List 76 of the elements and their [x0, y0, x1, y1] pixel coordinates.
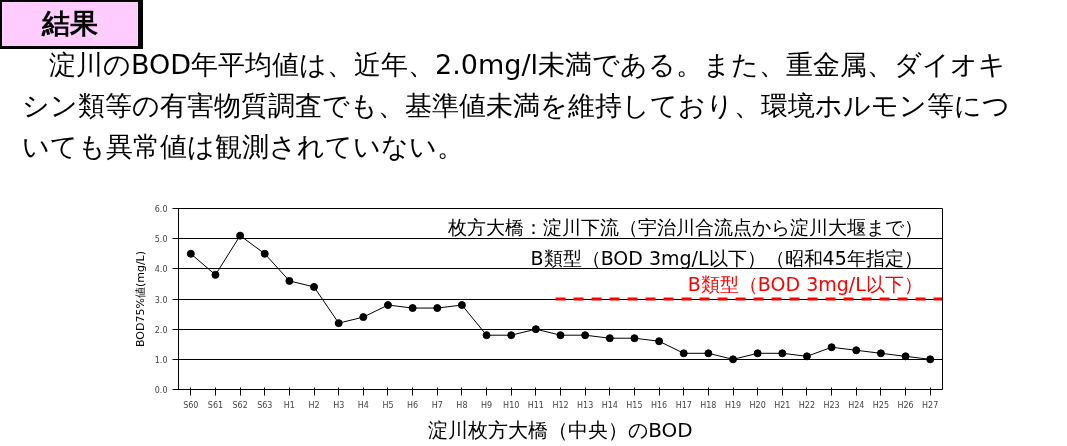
x-tick-label: S60 [183, 400, 199, 410]
y-tick-label: 1.0 [154, 355, 168, 365]
x-tick-label: H2 [308, 400, 320, 410]
point [507, 331, 516, 340]
point [876, 349, 885, 358]
chart-title: 結果 [0, 0, 143, 49]
point [186, 249, 195, 258]
point [408, 304, 417, 313]
x-tick-label: H8 [456, 400, 468, 410]
x-tick-label: H1 [283, 400, 295, 410]
x-tick-label: H27 [922, 400, 939, 410]
point [901, 352, 910, 361]
y-tick-label: 6.0 [154, 205, 168, 214]
point [655, 337, 664, 346]
y-axis-title: BOD75%値(mg/L) [133, 250, 147, 348]
x-tick-label: H25 [872, 400, 889, 410]
x-tick-label: H26 [897, 400, 914, 410]
point [334, 319, 343, 328]
x-tick-label: H23 [823, 400, 840, 410]
point [211, 270, 220, 279]
x-tick-label: H19 [724, 400, 742, 410]
annotation: B類型（BOD 3mg/L以下）（昭和45年指定） [530, 246, 923, 269]
point [679, 349, 688, 358]
point [852, 346, 861, 355]
x-tick-label: H11 [527, 400, 544, 410]
point [531, 325, 540, 334]
point [310, 282, 319, 291]
point [926, 355, 935, 364]
point [753, 349, 762, 358]
x-tick-label: H6 [407, 400, 419, 410]
point [433, 304, 442, 313]
x-tick-label: H9 [481, 400, 493, 410]
point [260, 249, 269, 258]
x-tick-label: H4 [357, 400, 369, 410]
x-tick-label: H5 [382, 400, 394, 410]
point [482, 331, 491, 340]
x-tick-label: H13 [577, 400, 594, 410]
annotation: 枚方大橋：淀川下流（宇治川合流点から淀川大堰まで） [446, 216, 923, 239]
x-tick-label: H7 [431, 400, 443, 410]
point [704, 349, 713, 358]
y-tick-label: 5.0 [154, 235, 168, 245]
y-tick-label: 2.0 [154, 325, 168, 335]
point [236, 231, 245, 240]
point [778, 349, 787, 358]
x-tick-label: H16 [650, 400, 668, 410]
x-tick-label: H20 [749, 400, 766, 410]
y-tick-label: 3.0 [154, 295, 168, 305]
x-tick-label: S63 [257, 400, 273, 410]
x-tick-label: H15 [626, 400, 643, 410]
x-tick-label: H22 [798, 400, 816, 410]
point [630, 334, 639, 343]
point [729, 355, 738, 364]
x-tick-label: S61 [207, 400, 224, 410]
point [556, 331, 565, 340]
point [457, 301, 466, 310]
x-tick-label: S62 [232, 400, 248, 410]
chart-subtitle: 淀川のBOD年平均値は、近年、2.0mg/l未満である。また、重金属、ダイオキシン類等の有害物質調査でも、基準値未満を維持しており、環境ホルモン等についても異常値は観測されていない。 [21, 48, 1011, 164]
point [827, 343, 836, 352]
point [581, 331, 590, 340]
x-axis-title: 淀川枚方大橋（中央）のBOD [428, 417, 693, 442]
point [605, 334, 614, 343]
point [359, 313, 368, 322]
x-tick-label: H24 [848, 400, 865, 410]
y-tick-label: 0.0 [154, 386, 168, 395]
x-tick-label: H18 [700, 400, 717, 410]
point [802, 352, 811, 361]
point [383, 301, 392, 310]
x-tick-label: H10 [503, 400, 520, 410]
x-tick-label: H14 [601, 400, 618, 410]
x-tick-label: H17 [675, 400, 692, 410]
ref-line-label: B類型（BOD 3mg/L以下） [687, 273, 923, 296]
point [285, 276, 294, 285]
x-tick-label: H21 [774, 400, 791, 410]
y-tick-label: 4.0 [154, 265, 168, 275]
x-tick-label: H12 [552, 400, 569, 410]
x-tick-label: H3 [333, 400, 345, 410]
